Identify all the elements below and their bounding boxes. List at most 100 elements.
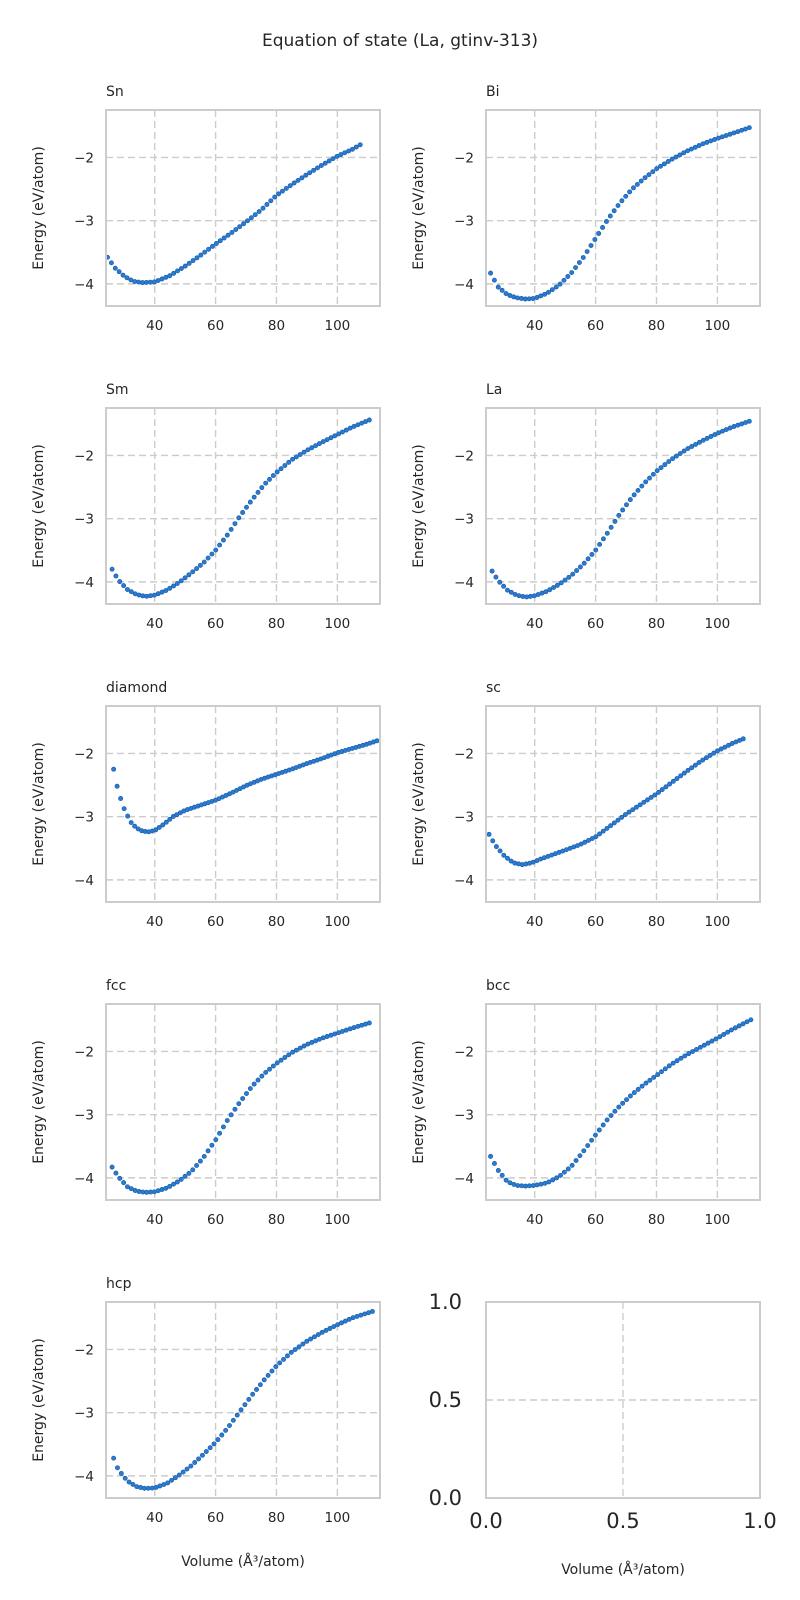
data-point [490,838,496,844]
y-tick-label: −2 [454,1044,474,1060]
subplot-bi: Bi 40 60 80 100 −4 −3 −2 Energy (eV/atom) [411,84,761,334]
x-tick-label: 80 [268,616,285,632]
data-point [643,479,649,485]
data-point [615,817,621,823]
data-point [608,823,614,829]
data-point [627,1093,633,1099]
y-tick-label: −3 [454,512,474,528]
subplot-title: hcp [106,1276,132,1292]
data-point [118,1471,124,1476]
data-point [319,1329,325,1335]
data-point [213,241,219,246]
data-point [677,451,683,456]
data-point [188,1463,194,1469]
x-tick-label: 80 [648,1212,665,1228]
y-tick-label: −2 [74,1342,94,1358]
data-point [612,518,618,524]
data-point [673,154,679,160]
data-point [307,170,313,176]
data-point [746,418,752,424]
data-point [291,180,297,186]
data-point [126,1479,132,1485]
data-point [223,1427,229,1433]
y-tick-label: 0.5 [429,1388,462,1412]
data-point [369,1309,375,1314]
x-tick-label: 60 [587,914,604,930]
data-point [178,1176,184,1182]
data-point [132,823,138,829]
data-point [328,435,334,441]
data-point [538,1181,544,1187]
subplot-title: Bi [486,84,500,100]
data-point [122,1475,128,1481]
data-point [491,277,497,283]
data-point [270,1063,276,1069]
data-point [641,799,647,805]
data-point [332,433,338,439]
data-point [546,289,551,295]
data-point [167,1183,173,1189]
data-point [167,273,173,279]
subplot-title: Sm [106,382,129,398]
data-point [573,1158,579,1163]
data-point [488,270,494,276]
data-point [250,1391,256,1397]
y-tick-label: −3 [454,214,474,230]
data-point [637,802,643,808]
data-point [171,1181,176,1187]
data-point [516,593,522,599]
y-tick-label: −2 [454,746,474,762]
data-point [244,1091,249,1096]
data-point [593,547,599,553]
y-tick-label: −2 [454,150,474,166]
data-point [642,175,648,181]
data-point [326,158,332,164]
data-point [196,1456,202,1462]
data-point [270,473,276,479]
data-point [561,277,567,283]
data-point [290,456,295,462]
data-point [596,231,602,236]
data-point [256,209,262,215]
x-tick-label: 80 [648,914,665,930]
data-point [585,1143,591,1149]
data-point [690,1049,696,1054]
data-point [692,762,698,768]
subplot-title: La [486,382,502,398]
data-point [180,1469,186,1475]
data-point [297,1045,303,1051]
data-point [284,1353,290,1359]
data-point [338,152,344,158]
data-point [547,587,553,593]
data-point [654,166,660,172]
data-point [549,287,555,293]
data-point [626,809,632,815]
y-axis-label: Energy (eV/atom) [31,444,47,568]
subplot-sn: Sn 40 60 80 100 −4 −3 −2 Energy (eV/atom) [31,84,381,334]
data-point [205,1148,211,1154]
data-point [293,1047,299,1053]
subplot-fcc: fcc 40 60 80 100 −4 −3 −2 Energy (eV/atom) [31,978,381,1228]
data-point [694,1046,699,1052]
data-point [704,435,710,441]
data-point [488,1153,494,1159]
data-point [194,566,200,572]
data-point [297,452,303,457]
data-point [309,445,315,451]
axes-frame [105,109,381,307]
data-point [347,425,353,431]
data-point [128,1186,134,1192]
data-point [576,260,582,265]
data-point [569,1162,575,1168]
data-point [315,165,320,171]
data-point [213,547,219,553]
data-point [268,198,274,204]
data-point [113,573,119,579]
data-point [608,524,614,530]
x-tick-label: 60 [207,1212,224,1228]
y-tick-label: −2 [74,150,94,166]
x-tick-label: 100 [324,914,350,930]
data-point [681,448,687,454]
data-point [685,767,691,773]
data-point [186,572,192,578]
